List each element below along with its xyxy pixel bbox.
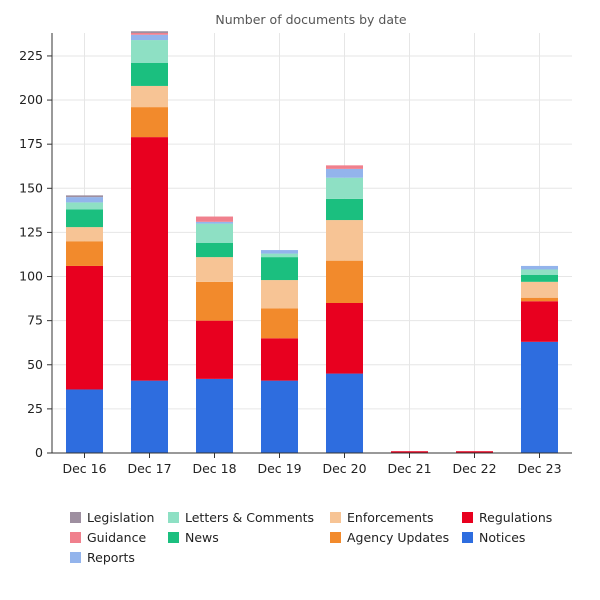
bar-segment (196, 320, 233, 379)
bar-segment (261, 338, 298, 381)
legend-item[interactable]: Regulations (462, 510, 552, 525)
bar-segment (521, 301, 558, 342)
legend-item[interactable]: Notices (462, 530, 525, 545)
bar-segment (196, 221, 233, 224)
legend-swatch (330, 512, 341, 523)
bar-segment (131, 40, 168, 63)
legend-swatch (168, 512, 179, 523)
y-tick-label: 25 (27, 401, 43, 416)
bar-segment (521, 297, 558, 302)
bar-segment (196, 257, 233, 282)
legend-label: Agency Updates (347, 530, 450, 545)
legend-label: Enforcements (347, 510, 434, 525)
bar-segment (261, 257, 298, 281)
bar-segment (131, 107, 168, 138)
y-tick-label: 150 (19, 180, 43, 195)
bar-segment (66, 389, 103, 453)
bar-segment (521, 265, 558, 270)
bar-segment (131, 33, 168, 35)
bar-segment (196, 223, 233, 243)
legend-swatch (330, 532, 341, 543)
legend-item[interactable]: Reports (70, 550, 135, 565)
legend-label: Reports (87, 550, 135, 565)
x-tick-label: Dec 22 (452, 461, 496, 476)
x-tick-label: Dec 19 (257, 461, 301, 476)
y-tick-label: 0 (35, 445, 43, 460)
bar-segment (521, 269, 558, 275)
legend-item[interactable]: Letters & Comments (168, 510, 314, 525)
bar-segment (261, 253, 298, 258)
bar-segment (261, 308, 298, 339)
bar-segment (131, 137, 168, 381)
legend-swatch (462, 512, 473, 523)
legend-item[interactable]: Enforcements (330, 510, 434, 525)
legend-label: Notices (479, 530, 526, 545)
bar-segment (131, 380, 168, 453)
legend-label: News (185, 530, 219, 545)
legend-swatch (168, 532, 179, 543)
bar-segment (131, 63, 168, 86)
legend-item[interactable]: Guidance (70, 530, 146, 545)
bar-segment (196, 216, 233, 222)
legend-item[interactable]: News (168, 530, 219, 545)
bar-segment (326, 220, 363, 261)
bar-segment (326, 260, 363, 303)
legend-swatch (70, 552, 81, 563)
y-tick-label: 175 (19, 136, 43, 151)
legend-item[interactable]: Legislation (70, 510, 154, 525)
bar-segment (66, 195, 103, 198)
bar-segment (261, 250, 298, 254)
x-tick-label: Dec 16 (62, 461, 106, 476)
legend-label: Guidance (87, 530, 147, 545)
x-tick-label: Dec 17 (127, 461, 171, 476)
bar-segment (131, 31, 168, 33)
bar-segment (326, 303, 363, 374)
y-tick-label: 75 (27, 313, 43, 328)
y-tick-label: 200 (19, 92, 43, 107)
bar-segment (521, 281, 558, 298)
bar-segment (131, 34, 168, 41)
legend-item[interactable]: Agency Updates (330, 530, 449, 545)
bar-segment (66, 209, 103, 228)
x-tick-label: Dec 23 (517, 461, 561, 476)
chart-title: Number of documents by date (215, 12, 407, 27)
y-tick-label: 50 (27, 357, 43, 372)
bar-segment (66, 241, 103, 266)
legend-label: Regulations (479, 510, 553, 525)
bar-segment (66, 202, 103, 210)
legend-swatch (70, 532, 81, 543)
bar-segment (66, 265, 103, 390)
bar-segment (456, 451, 493, 453)
y-tick-label: 125 (19, 224, 43, 239)
bar-segment (391, 451, 428, 453)
bar-segment (261, 380, 298, 453)
stacked-bar-chart: Number of documents by date 0 25 50 75 100 12… (19, 12, 572, 476)
legend-swatch (70, 512, 81, 523)
bar-segment (521, 274, 558, 282)
bar-segment (521, 341, 558, 453)
bar-segment (326, 168, 363, 178)
y-tick-label: 100 (19, 269, 43, 284)
bar-segment (131, 85, 168, 108)
bar-segment (326, 165, 363, 169)
bar-segment (261, 280, 298, 309)
x-tick-label: Dec 18 (192, 461, 236, 476)
bar-segment (196, 243, 233, 258)
bar-segment (66, 197, 103, 203)
bar-segment (66, 227, 103, 242)
x-tick-label: Dec 21 (387, 461, 431, 476)
bar-segment (326, 198, 363, 221)
bar-segment (196, 378, 233, 453)
bar-segment (326, 177, 363, 199)
y-tick-label: 225 (19, 48, 43, 63)
legend-label: Letters & Comments (185, 510, 315, 525)
bar-segment (196, 281, 233, 321)
legend-swatch (462, 532, 473, 543)
bar-segment (326, 373, 363, 453)
x-tick-label: Dec 20 (322, 461, 366, 476)
legend-label: Legislation (87, 510, 155, 525)
